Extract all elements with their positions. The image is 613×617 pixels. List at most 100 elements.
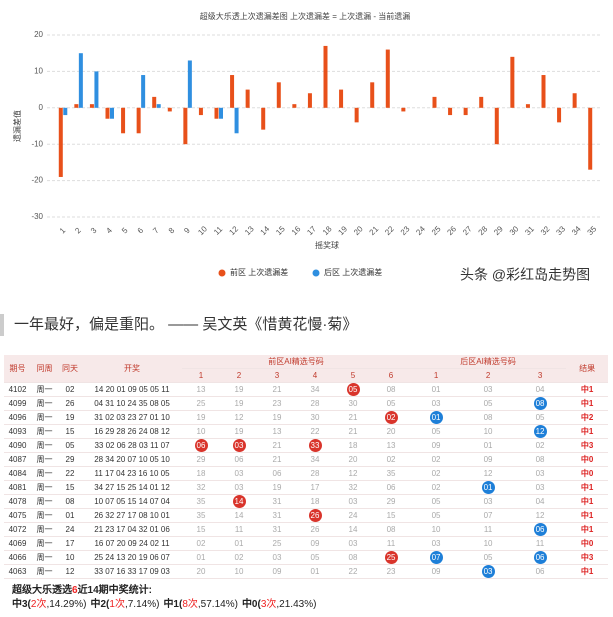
sub-header: 2 bbox=[462, 368, 515, 383]
row: 4066 周一 10 25 24 13 20 19 06 07 01 02 03 05 08 25… bbox=[4, 550, 609, 565]
pick-cell: 02 bbox=[410, 452, 463, 467]
cell-day: 15 bbox=[58, 480, 82, 495]
pick-cell: 07 bbox=[462, 508, 515, 523]
x-tick-label: 35 bbox=[586, 224, 599, 237]
cell-day: 08 bbox=[58, 494, 82, 509]
pick-cell: 03 bbox=[410, 536, 463, 551]
pick-cell: 20 bbox=[372, 424, 411, 439]
row: 4102 周一 02 14 20 01 09 05 05 11 13 19 21 34 05 08… bbox=[4, 382, 609, 397]
bar bbox=[479, 96, 484, 108]
row: 4090 周一 05 33 02 06 28 03 11 07 06 03 21 33 18 13… bbox=[4, 438, 609, 453]
bar bbox=[183, 107, 188, 145]
cell-result: 中1 bbox=[566, 564, 609, 579]
y-tick-label: 20 bbox=[34, 30, 43, 39]
x-tick-label: 19 bbox=[336, 224, 349, 237]
pick-cell: 14 bbox=[220, 508, 258, 523]
pick-cell: 10 bbox=[220, 564, 258, 579]
bar bbox=[292, 104, 297, 108]
stats-title: 近14期中奖统计: bbox=[77, 585, 153, 596]
pick-cell: 34 bbox=[296, 452, 334, 467]
pick-cell: 30 bbox=[296, 410, 334, 425]
sub-header: 3 bbox=[514, 368, 567, 383]
pick-cell: 05 bbox=[462, 396, 515, 411]
bar bbox=[557, 107, 562, 123]
bar bbox=[78, 53, 83, 108]
row: 4099 周一 26 04 31 10 24 35 08 05 25 19 23 28 30 05… bbox=[4, 396, 609, 411]
pick-cell: 28 bbox=[296, 466, 334, 481]
pick-cell: 08 bbox=[462, 410, 515, 425]
pick-cell: 35 bbox=[182, 494, 220, 509]
pick-cell: 22 bbox=[334, 564, 372, 579]
x-tick-label: 30 bbox=[508, 224, 521, 237]
pick-cell: 03 bbox=[258, 550, 296, 565]
y-axis-label: 遗漏差值 bbox=[12, 110, 22, 142]
legend-marker bbox=[312, 269, 320, 277]
row: 4081 周一 15 34 27 15 25 14 01 12 32 03 19 17 32 06… bbox=[4, 480, 609, 495]
legend-label: 前区 上次遗漏差 bbox=[230, 267, 288, 277]
cell-week: 周一 bbox=[31, 480, 58, 495]
stat-rest: ,7.14%) bbox=[124, 599, 160, 610]
pick-cell: 05 bbox=[296, 550, 334, 565]
cell-day: 17 bbox=[58, 536, 82, 551]
pick-cell: 03 bbox=[220, 466, 258, 481]
cell-day: 19 bbox=[58, 410, 82, 425]
pick-cell: 21 bbox=[334, 410, 372, 425]
stat-count: 2次 bbox=[30, 599, 47, 610]
cell-draw: 10 07 05 15 14 07 04 bbox=[82, 494, 182, 509]
pick-cell: 07 bbox=[410, 550, 463, 565]
cell-result: 中1 bbox=[566, 522, 609, 537]
pick-cell: 20 bbox=[334, 452, 372, 467]
x-tick-label: 13 bbox=[243, 224, 256, 237]
pick-cell: 08 bbox=[372, 382, 411, 397]
pick-cell: 29 bbox=[372, 494, 411, 509]
pick-cell: 03 bbox=[462, 382, 515, 397]
pick-cell: 06 bbox=[514, 564, 567, 579]
hit-ball: 05 bbox=[346, 383, 360, 396]
pick-cell: 23 bbox=[372, 564, 411, 579]
hit-ball: 14 bbox=[232, 495, 246, 508]
pick-cell: 31 bbox=[258, 522, 296, 537]
pick-cell: 11 bbox=[372, 536, 411, 551]
pick-cell: 10 bbox=[410, 522, 463, 537]
bar bbox=[276, 82, 281, 108]
pick-cell: 09 bbox=[410, 438, 463, 453]
bar bbox=[588, 107, 593, 170]
pick-cell: 19 bbox=[220, 424, 258, 439]
pick-cell: 28 bbox=[296, 396, 334, 411]
x-tick-label: 24 bbox=[414, 224, 427, 237]
pick-cell: 02 bbox=[220, 550, 258, 565]
pick-cell: 18 bbox=[182, 466, 220, 481]
pick-cell: 25 bbox=[372, 550, 411, 565]
pick-cell: 34 bbox=[296, 382, 334, 397]
cell-draw: 14 20 01 09 05 05 11 bbox=[82, 382, 182, 397]
cell-draw: 31 02 03 23 27 01 10 bbox=[82, 410, 182, 425]
row: 4084 周一 22 11 17 04 23 16 10 05 18 03 06 28 12 35… bbox=[4, 466, 609, 481]
pick-cell: 03 bbox=[334, 536, 372, 551]
cell-issue: 4069 bbox=[4, 536, 31, 551]
x-tick-label: 25 bbox=[430, 224, 443, 237]
row: 4078 周一 08 10 07 05 15 14 07 04 35 14 31 18 03 29… bbox=[4, 494, 609, 509]
pick-cell: 35 bbox=[182, 508, 220, 523]
cell-issue: 4084 bbox=[4, 466, 31, 481]
pick-cell: 20 bbox=[182, 564, 220, 579]
x-tick-label: 21 bbox=[368, 224, 381, 237]
stats-title: 超级大乐透选 bbox=[12, 585, 72, 596]
pick-cell: 30 bbox=[334, 396, 372, 411]
stats-title: 6 bbox=[72, 585, 78, 596]
x-tick-label: 6 bbox=[136, 226, 146, 236]
pick-cell: 15 bbox=[372, 508, 411, 523]
pick-cell: 25 bbox=[182, 396, 220, 411]
bar bbox=[463, 107, 468, 116]
header: 后区AI精选号码 bbox=[410, 355, 567, 369]
bar bbox=[572, 93, 577, 108]
cell-draw: 33 07 16 33 17 09 03 bbox=[82, 564, 182, 579]
cell-week: 周一 bbox=[31, 536, 58, 551]
cell-draw: 34 27 15 25 14 01 12 bbox=[82, 480, 182, 495]
pick-cell: 05 bbox=[514, 410, 567, 425]
cell-day: 22 bbox=[58, 466, 82, 481]
chart-title: 超级大乐透上次遗漏差图 上次遗漏差 = 上次遗漏 - 当前遗漏 bbox=[200, 11, 410, 21]
x-tick-label: 15 bbox=[274, 224, 287, 237]
pick-cell: 03 bbox=[220, 480, 258, 495]
pick-cell: 19 bbox=[220, 396, 258, 411]
